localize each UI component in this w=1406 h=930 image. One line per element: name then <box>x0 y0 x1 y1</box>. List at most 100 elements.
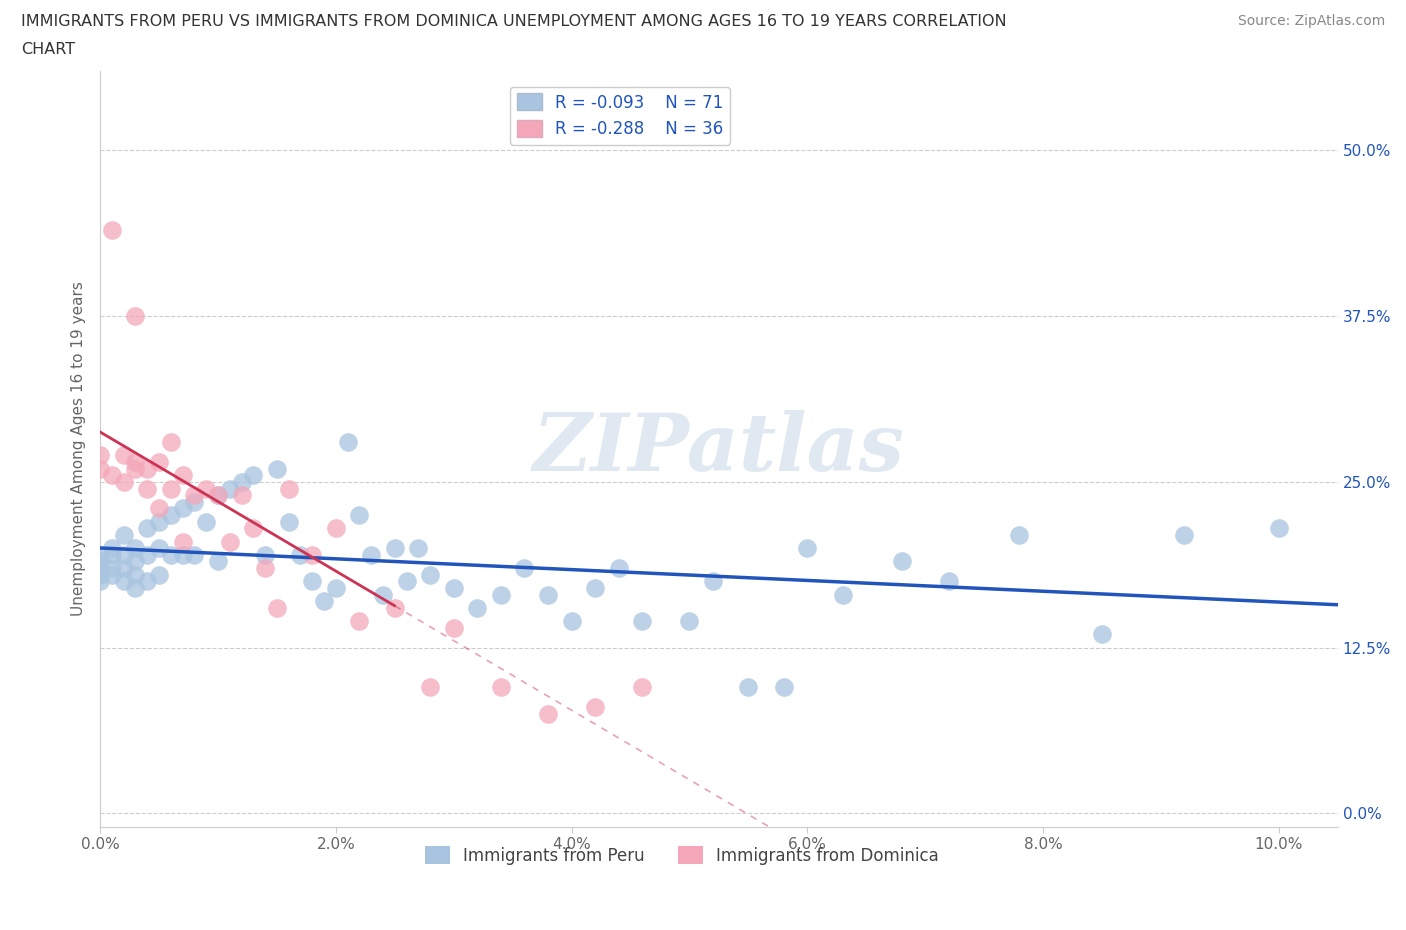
Point <box>349 508 371 523</box>
Point <box>831 587 853 602</box>
Point <box>218 481 240 496</box>
Point <box>678 614 700 629</box>
Point <box>148 514 170 529</box>
Point <box>172 468 194 483</box>
Point <box>489 587 512 602</box>
Point <box>242 468 264 483</box>
Point <box>148 540 170 555</box>
Point <box>583 580 606 595</box>
Point <box>631 680 654 695</box>
Point <box>1267 521 1289 536</box>
Point <box>1008 527 1031 542</box>
Point <box>160 548 183 563</box>
Point <box>101 222 124 237</box>
Point <box>254 561 277 576</box>
Point <box>124 567 146 582</box>
Point <box>384 601 406 616</box>
Point <box>207 487 229 502</box>
Point <box>607 561 630 576</box>
Legend: Immigrants from Peru, Immigrants from Dominica: Immigrants from Peru, Immigrants from Do… <box>418 840 946 871</box>
Point <box>772 680 794 695</box>
Point <box>112 527 135 542</box>
Point <box>112 448 135 463</box>
Point <box>148 455 170 470</box>
Point <box>160 508 183 523</box>
Point <box>796 540 818 555</box>
Point <box>218 534 240 549</box>
Point <box>89 448 111 463</box>
Point <box>890 554 912 569</box>
Point <box>136 574 159 589</box>
Point <box>136 481 159 496</box>
Point <box>183 495 205 510</box>
Point <box>277 514 299 529</box>
Point <box>124 455 146 470</box>
Point <box>101 561 124 576</box>
Point <box>489 680 512 695</box>
Point <box>101 548 124 563</box>
Point <box>513 561 536 576</box>
Point <box>112 574 135 589</box>
Point <box>89 461 111 476</box>
Point <box>148 567 170 582</box>
Point <box>301 548 323 563</box>
Point <box>89 574 111 589</box>
Point <box>160 434 183 449</box>
Text: ZIPatlas: ZIPatlas <box>533 410 905 487</box>
Point <box>89 561 111 576</box>
Point <box>112 474 135 489</box>
Point <box>124 461 146 476</box>
Text: CHART: CHART <box>21 42 75 57</box>
Point <box>325 580 347 595</box>
Point <box>290 548 312 563</box>
Point <box>89 548 111 563</box>
Point <box>561 614 583 629</box>
Point <box>443 620 465 635</box>
Point <box>183 548 205 563</box>
Point <box>408 540 430 555</box>
Point <box>360 548 382 563</box>
Point <box>631 614 654 629</box>
Point <box>112 548 135 563</box>
Point <box>172 548 194 563</box>
Point <box>312 594 335 609</box>
Point <box>384 540 406 555</box>
Point <box>112 561 135 576</box>
Point <box>301 574 323 589</box>
Point <box>172 534 194 549</box>
Point <box>101 567 124 582</box>
Point <box>242 521 264 536</box>
Point <box>349 614 371 629</box>
Point <box>89 567 111 582</box>
Point <box>702 574 724 589</box>
Point <box>183 487 205 502</box>
Point <box>371 587 394 602</box>
Y-axis label: Unemployment Among Ages 16 to 19 years: Unemployment Among Ages 16 to 19 years <box>72 281 86 617</box>
Point <box>336 434 359 449</box>
Point <box>101 468 124 483</box>
Point <box>419 567 441 582</box>
Point <box>1173 527 1195 542</box>
Point <box>207 487 229 502</box>
Point <box>207 554 229 569</box>
Point <box>172 501 194 516</box>
Text: Source: ZipAtlas.com: Source: ZipAtlas.com <box>1237 14 1385 28</box>
Point <box>89 554 111 569</box>
Point <box>537 587 560 602</box>
Point <box>136 548 159 563</box>
Point <box>254 548 277 563</box>
Point <box>419 680 441 695</box>
Point <box>136 461 159 476</box>
Point <box>277 481 299 496</box>
Point <box>124 554 146 569</box>
Point <box>395 574 418 589</box>
Point <box>266 601 288 616</box>
Point <box>101 540 124 555</box>
Point <box>160 481 183 496</box>
Point <box>124 309 146 324</box>
Point <box>195 514 218 529</box>
Point <box>124 540 146 555</box>
Point <box>231 474 253 489</box>
Point <box>443 580 465 595</box>
Point <box>266 461 288 476</box>
